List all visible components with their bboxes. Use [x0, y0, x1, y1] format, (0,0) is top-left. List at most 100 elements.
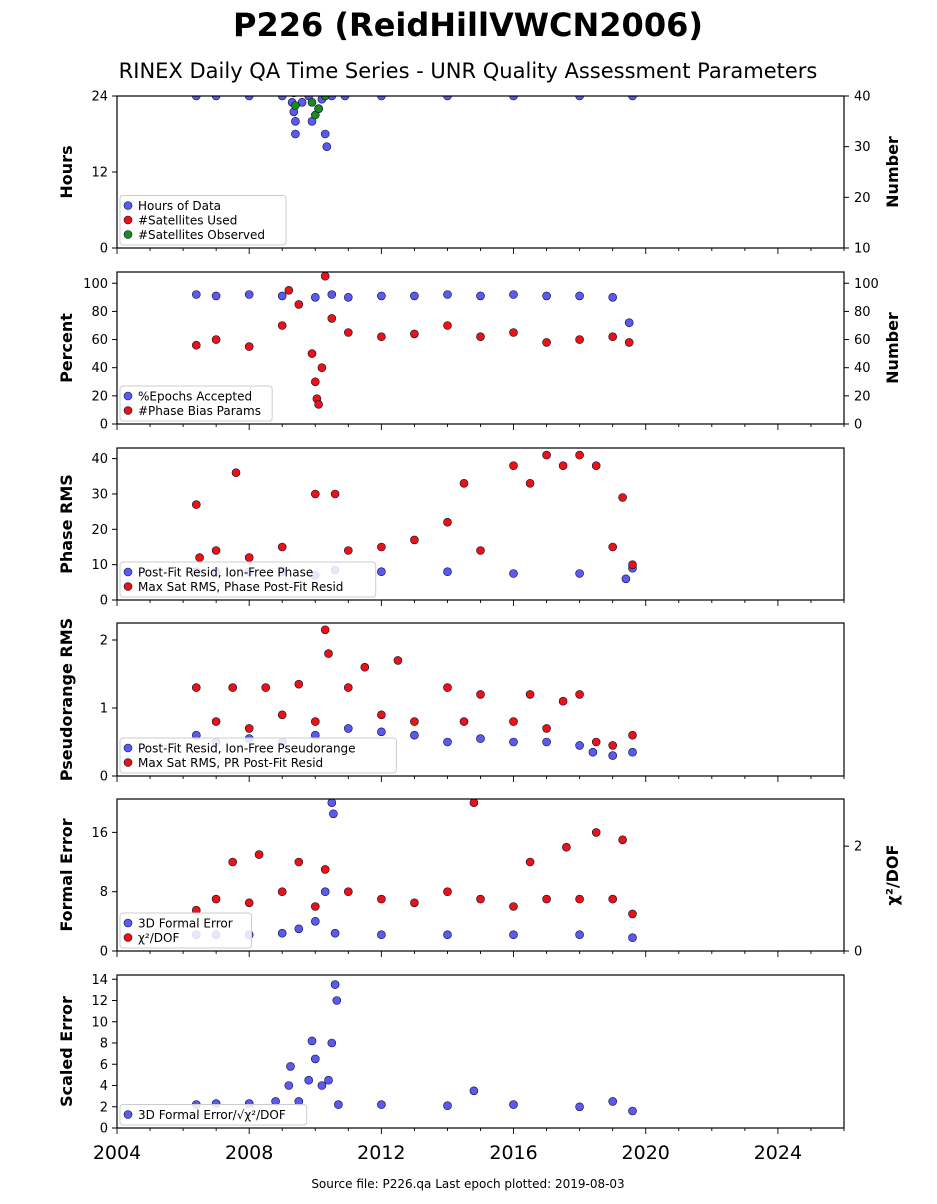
data-point [572, 45, 580, 53]
data-point [476, 546, 485, 555]
data-point [608, 751, 618, 760]
data-point [443, 737, 452, 747]
data-point [244, 553, 254, 562]
data-point [327, 290, 337, 299]
y-tick-label: 0 [100, 770, 108, 785]
data-point [310, 292, 320, 302]
data-point [477, 51, 485, 59]
legend-label: #Phase Bias Params [138, 404, 261, 418]
data-point [542, 291, 551, 301]
data-point [444, 51, 452, 59]
legend-box [119, 912, 252, 949]
legend-label: %Epochs Accepted [138, 390, 252, 404]
data-point [509, 1100, 518, 1109]
data-point [244, 724, 254, 733]
y-tick-label: 1 [100, 702, 108, 717]
data-point [286, 1062, 295, 1071]
data-point [343, 292, 353, 302]
legend: 3D Formal Error/√χ²/DOF [119, 1104, 308, 1126]
data-point [228, 857, 237, 867]
legend-box [119, 737, 397, 774]
data-point [542, 737, 551, 747]
data-point [509, 737, 518, 747]
x-tick-label: 2012 [357, 1142, 405, 1164]
data-point [377, 930, 386, 940]
data-point [192, 683, 201, 692]
data-point [410, 291, 419, 301]
panel-percent: 0 20 40 60 80 100 Percent 0 20 40 60 80 100 Number %Ep… [57, 271, 902, 433]
data-point [211, 335, 221, 344]
data-point [377, 51, 385, 59]
data-point [244, 342, 254, 351]
data-point [192, 96, 201, 101]
data-point [195, 553, 204, 562]
data-point [608, 292, 618, 302]
data-point [211, 717, 221, 726]
data-point [314, 104, 323, 113]
data-point [618, 493, 627, 502]
data-point [307, 98, 317, 107]
x-tick-label: 2008 [225, 1142, 273, 1164]
data-point [410, 535, 419, 545]
legend-label: χ²/DOF [138, 931, 179, 945]
data-point [542, 338, 551, 347]
data-point [591, 828, 601, 837]
data-point [443, 290, 452, 299]
data-point [294, 679, 304, 689]
y-axis-label: Hours [57, 145, 76, 198]
y-tick-label: 0 [100, 242, 108, 257]
data-point [377, 710, 386, 720]
data-point [294, 300, 304, 309]
data-point [277, 321, 287, 330]
y-axis-label: Percent [57, 313, 76, 383]
legend-box [119, 1104, 308, 1126]
y-tick-label: 12 [91, 166, 108, 181]
data-point [476, 734, 485, 743]
panel-points [192, 272, 634, 409]
data-point [443, 683, 452, 692]
y-right-tick-label: 40 [854, 361, 871, 376]
y-tick-label: 20 [91, 523, 108, 538]
data-point [334, 1100, 343, 1109]
data-point [343, 328, 353, 337]
y-tick-label: 24 [91, 90, 108, 105]
y-right-tick-label: 0 [854, 945, 862, 960]
data-point [330, 980, 340, 989]
data-point [244, 898, 254, 908]
legend-marker [123, 933, 133, 942]
data-point [509, 930, 518, 940]
data-point [575, 569, 584, 578]
data-point [509, 290, 518, 299]
data-point [543, 51, 551, 59]
data-point [542, 450, 551, 460]
y-right-tick-label: 2 [854, 840, 862, 855]
data-point [231, 468, 241, 478]
data-point [476, 291, 485, 301]
data-point [324, 1075, 333, 1085]
data-point [322, 142, 332, 151]
y-tick-label: 8 [100, 885, 108, 900]
data-point [628, 1106, 637, 1116]
legend-marker [123, 201, 133, 210]
y-right-tick-label: 40 [854, 90, 871, 105]
data-point [621, 574, 631, 584]
data-point [459, 717, 469, 726]
data-point [327, 799, 337, 807]
data-point [343, 683, 353, 692]
y-tick-label: 0 [100, 594, 108, 609]
y-right-tick-label: 60 [854, 333, 871, 348]
data-point [327, 314, 337, 323]
y-tick-label: 100 [83, 277, 108, 292]
data-point [377, 51, 385, 59]
y-axis-label: Phase RMS [57, 474, 76, 574]
data-point [591, 737, 601, 747]
legend-marker [123, 582, 133, 591]
legend-label: Post-Fit Resid, Ion-Free Pseudorange [138, 742, 356, 756]
data-point [558, 461, 568, 471]
data-point [320, 865, 330, 874]
data-point [291, 117, 300, 126]
data-point [509, 902, 518, 911]
data-point [320, 129, 330, 139]
data-point [261, 683, 271, 692]
